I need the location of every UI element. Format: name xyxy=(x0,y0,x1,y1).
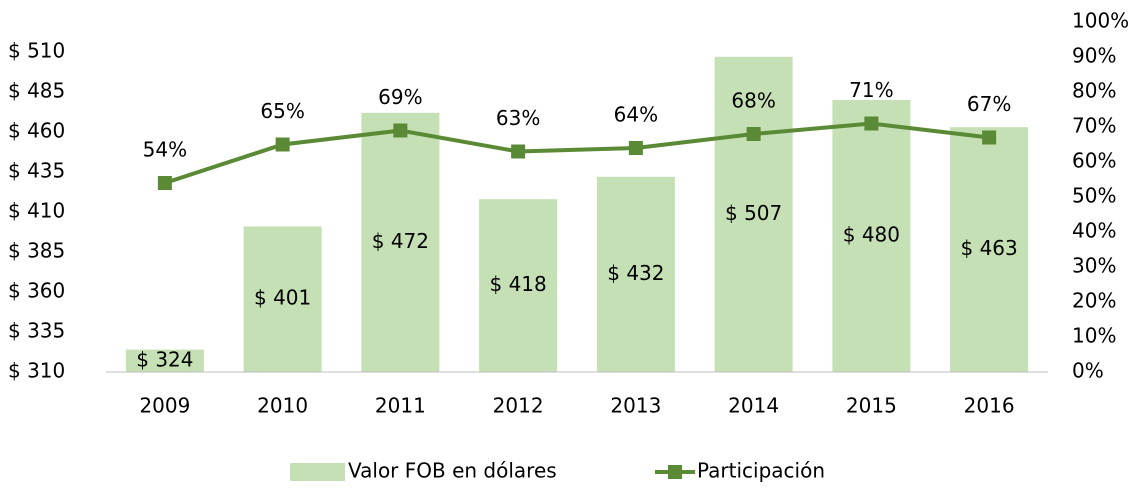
y2-tick-label: 70% xyxy=(1072,114,1116,138)
bar xyxy=(596,176,675,372)
y-tick-label: $ 410 xyxy=(8,199,65,223)
point xyxy=(393,123,408,138)
bar xyxy=(361,112,440,373)
point xyxy=(157,176,172,190)
y2-tick-label: 20% xyxy=(1072,289,1116,313)
point-label: 68% xyxy=(731,89,775,113)
point-label: 71% xyxy=(849,78,893,102)
bar xyxy=(243,226,322,372)
y-tick-label: $ 485 xyxy=(8,79,65,103)
bar-label: $ 432 xyxy=(607,261,664,285)
bar-label: $ 418 xyxy=(489,272,546,296)
x-tick-label: 2012 xyxy=(493,394,544,418)
point-label: 65% xyxy=(260,99,304,123)
x-tick-label: 2014 xyxy=(728,394,779,418)
y-tick-label: $ 435 xyxy=(8,159,65,183)
legend-swatch xyxy=(290,463,345,481)
point xyxy=(628,141,643,155)
y-tick-label: $ 385 xyxy=(8,239,65,263)
point-label: 64% xyxy=(614,103,658,127)
point xyxy=(746,127,761,141)
y2-tick-label: 90% xyxy=(1072,44,1116,68)
y-tick-label: $ 510 xyxy=(8,39,65,63)
y-tick-label: $ 310 xyxy=(8,359,65,383)
y2-tick-label: 100% xyxy=(1072,9,1129,33)
bar xyxy=(832,100,911,372)
y2-tick-label: 10% xyxy=(1072,324,1116,348)
y2-tick-label: 60% xyxy=(1072,149,1116,173)
point xyxy=(864,116,879,131)
bar-label: $ 507 xyxy=(725,201,782,225)
point-label: 63% xyxy=(496,106,540,130)
bar-label: $ 472 xyxy=(372,229,429,253)
line xyxy=(164,121,990,185)
y2-tick-label: 80% xyxy=(1072,79,1116,103)
bar-label: $ 480 xyxy=(843,223,900,247)
point xyxy=(511,144,526,159)
point-label: 69% xyxy=(378,85,422,109)
bar-label: $ 324 xyxy=(136,347,193,371)
x-tick-label: 2009 xyxy=(139,394,190,418)
point-label: 54% xyxy=(143,138,187,162)
bar xyxy=(714,56,793,373)
point-label: 67% xyxy=(967,92,1011,116)
y-tick-label: $ 360 xyxy=(8,279,65,303)
bar-label: $ 463 xyxy=(960,236,1017,260)
y-tick-label: $ 335 xyxy=(8,319,65,343)
x-tick-label: 2013 xyxy=(610,394,661,418)
x-tick-label: 2010 xyxy=(257,394,308,418)
bar-label: $ 401 xyxy=(254,286,311,310)
point xyxy=(982,130,997,145)
legend-label: Participación xyxy=(697,459,825,483)
y-tick-label: $ 460 xyxy=(8,119,65,143)
legend-label: Valor FOB en dólares xyxy=(348,459,557,483)
x-tick-label: 2011 xyxy=(375,394,426,418)
y2-tick-label: 50% xyxy=(1072,184,1116,208)
bar xyxy=(479,199,558,372)
bar xyxy=(125,349,204,372)
bar xyxy=(950,127,1029,372)
y2-tick-label: 30% xyxy=(1072,254,1116,278)
y2-tick-label: 0% xyxy=(1072,359,1104,383)
x-tick-label: 2016 xyxy=(964,394,1015,418)
point xyxy=(275,137,290,152)
x-tick-label: 2015 xyxy=(846,394,897,418)
legend-marker xyxy=(668,465,682,479)
y2-tick-label: 40% xyxy=(1072,219,1116,243)
